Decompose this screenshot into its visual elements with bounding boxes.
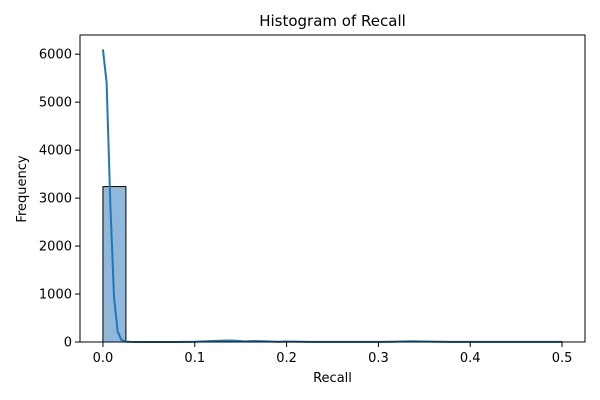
histogram-bar-0 bbox=[102, 186, 127, 343]
y-axis-title: Frequency bbox=[15, 155, 30, 222]
x-axis: 0.0 0.1 0.2 0.3 0.4 0.5 bbox=[93, 342, 573, 366]
x-tick-label: 0.0 bbox=[93, 351, 114, 366]
y-tick-label: 2000 bbox=[39, 240, 72, 255]
x-tick-label: 0.4 bbox=[460, 351, 481, 366]
y-tick-label: 3000 bbox=[39, 192, 72, 207]
x-tick-label: 0.2 bbox=[276, 351, 297, 366]
chart-title: Histogram of Recall bbox=[259, 12, 406, 30]
x-tick-label: 0.1 bbox=[184, 351, 205, 366]
plot-frame bbox=[79, 34, 586, 343]
y-tick-label: 6000 bbox=[39, 48, 72, 63]
x-tick-label: 0.5 bbox=[552, 351, 573, 366]
y-tick-label: 0 bbox=[64, 336, 72, 351]
x-axis-title: Recall bbox=[313, 371, 352, 386]
y-axis: 0 1000 2000 3000 4000 5000 6000 bbox=[39, 48, 80, 351]
y-tick-label: 5000 bbox=[39, 96, 72, 111]
y-tick-label: 4000 bbox=[39, 144, 72, 159]
y-tick-label: 1000 bbox=[39, 288, 72, 303]
x-tick-label: 0.3 bbox=[368, 351, 389, 366]
